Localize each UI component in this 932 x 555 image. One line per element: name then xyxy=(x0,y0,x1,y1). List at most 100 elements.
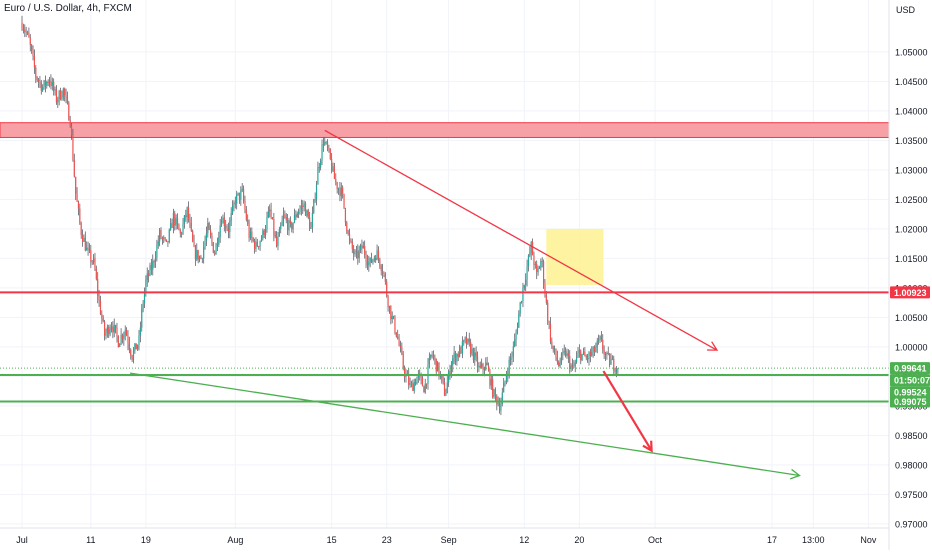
candle-body[interactable] xyxy=(383,272,385,275)
candle-body[interactable] xyxy=(128,343,130,350)
candle-body[interactable] xyxy=(596,340,598,348)
candle-body[interactable] xyxy=(189,219,191,223)
candle-body[interactable] xyxy=(126,330,128,336)
candle-body[interactable] xyxy=(548,321,550,324)
candle-body[interactable] xyxy=(556,357,558,362)
candle-body[interactable] xyxy=(387,296,389,308)
candle-body[interactable] xyxy=(170,223,172,230)
candle-body[interactable] xyxy=(109,329,111,335)
candle-body[interactable] xyxy=(498,403,501,411)
candle-body[interactable] xyxy=(26,32,29,34)
candle-body[interactable] xyxy=(592,346,594,353)
candle-body[interactable] xyxy=(148,273,150,276)
candle-body[interactable] xyxy=(343,193,345,209)
candle-body[interactable] xyxy=(113,324,115,333)
candle-body[interactable] xyxy=(332,166,334,172)
candle-body[interactable] xyxy=(370,257,373,263)
candle-body[interactable] xyxy=(408,374,410,385)
candle-body[interactable] xyxy=(326,142,329,148)
candle-body[interactable] xyxy=(205,233,208,241)
candle-body[interactable] xyxy=(518,313,520,328)
candle-body[interactable] xyxy=(442,377,444,383)
candle-body[interactable] xyxy=(463,340,465,342)
candle-body[interactable] xyxy=(240,190,242,200)
candle-body[interactable] xyxy=(48,80,51,84)
candle-body[interactable] xyxy=(560,353,563,364)
candle-body[interactable] xyxy=(273,218,275,235)
candle-body[interactable] xyxy=(114,324,117,328)
y-tick-label[interactable]: 1.03000 xyxy=(895,165,928,175)
candle-body[interactable] xyxy=(300,206,302,209)
candle-body[interactable] xyxy=(489,370,491,386)
candle-body[interactable] xyxy=(526,266,528,280)
candle-body[interactable] xyxy=(478,365,480,368)
candle-body[interactable] xyxy=(611,358,613,360)
candle-body[interactable] xyxy=(244,200,246,210)
candle-body[interactable] xyxy=(277,236,279,247)
candle-body[interactable] xyxy=(365,254,367,262)
candle-body[interactable] xyxy=(226,227,228,229)
candle-body[interactable] xyxy=(346,222,348,232)
candle-body[interactable] xyxy=(610,359,612,365)
candle-body[interactable] xyxy=(110,326,113,330)
candle-body[interactable] xyxy=(567,353,569,357)
candle-body[interactable] xyxy=(449,371,451,376)
candle-body[interactable] xyxy=(103,321,106,336)
candle-body[interactable] xyxy=(562,352,564,354)
highlight-box[interactable] xyxy=(546,228,604,285)
y-tick-label[interactable]: 1.04000 xyxy=(895,106,928,116)
candle-body[interactable] xyxy=(585,356,587,358)
candle-body[interactable] xyxy=(424,383,426,393)
candle-body[interactable] xyxy=(106,327,108,333)
candle-body[interactable] xyxy=(392,316,395,318)
candle-body[interactable] xyxy=(576,357,578,363)
candle-body[interactable] xyxy=(578,350,580,353)
candle-body[interactable] xyxy=(70,126,73,136)
candle-body[interactable] xyxy=(613,358,615,371)
x-tick-label[interactable]: 11 xyxy=(86,535,95,545)
candle-body[interactable] xyxy=(242,188,245,201)
candle-body[interactable] xyxy=(159,229,161,242)
candle-body[interactable] xyxy=(527,255,530,267)
x-tick-label[interactable]: Nov xyxy=(860,535,877,545)
candle-body[interactable] xyxy=(410,383,413,385)
candle-body[interactable] xyxy=(446,382,448,394)
candle-body[interactable] xyxy=(468,338,470,343)
candle-body[interactable] xyxy=(28,32,30,38)
candle-body[interactable] xyxy=(388,305,391,308)
x-tick-label[interactable]: 19 xyxy=(141,535,151,545)
y-tick-label[interactable]: 1.00000 xyxy=(895,342,928,352)
candle-body[interactable] xyxy=(24,29,26,32)
candle-body[interactable] xyxy=(519,302,521,314)
candle-body[interactable] xyxy=(453,352,455,358)
candle-body[interactable] xyxy=(397,336,399,339)
candle-body[interactable] xyxy=(150,265,152,270)
candle-body[interactable] xyxy=(544,283,546,295)
candle-body[interactable] xyxy=(87,247,89,249)
candle-body[interactable] xyxy=(163,237,165,239)
candle-body[interactable] xyxy=(152,261,154,270)
candle-body[interactable] xyxy=(179,229,181,234)
candle-body[interactable] xyxy=(65,94,67,98)
candle-body[interactable] xyxy=(135,343,137,350)
candle-body[interactable] xyxy=(494,389,497,396)
candle-body[interactable] xyxy=(296,213,298,218)
x-tick-label[interactable]: 23 xyxy=(382,535,392,545)
candle-body[interactable] xyxy=(22,28,24,30)
candle-body[interactable] xyxy=(62,88,64,98)
x-tick-label[interactable]: 12 xyxy=(519,535,529,545)
candle-body[interactable] xyxy=(523,285,525,288)
candle-body[interactable] xyxy=(413,382,415,391)
candle-body[interactable] xyxy=(84,237,86,251)
candle-body[interactable] xyxy=(398,338,400,346)
candle-body[interactable] xyxy=(167,241,169,243)
candle-body[interactable] xyxy=(288,220,290,231)
candle-body[interactable] xyxy=(292,222,294,230)
candle-body[interactable] xyxy=(534,263,536,265)
candle-body[interactable] xyxy=(108,327,110,335)
candle-body[interactable] xyxy=(313,199,315,213)
candle-body[interactable] xyxy=(120,334,122,344)
candle-body[interactable] xyxy=(302,206,304,207)
lower-trendline[interactable] xyxy=(129,372,800,477)
candle-body[interactable] xyxy=(377,250,380,259)
